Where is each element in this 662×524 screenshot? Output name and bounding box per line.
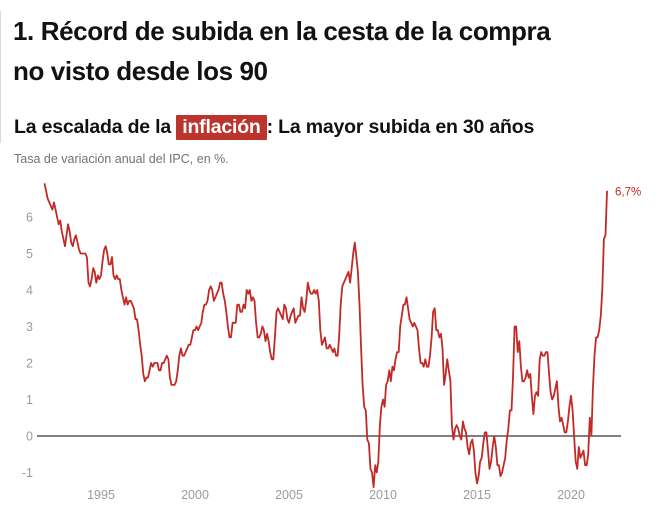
chart-title-suffix: : La mayor subida en 30 años [266,116,535,138]
y-tick-label: 5 [26,247,33,261]
x-tick-label: 2000 [181,488,209,502]
page-title-line-1: 1. Récord de subida en la cesta de la co… [13,16,551,46]
y-tick-label: 4 [26,284,33,298]
page-title-line-2: no visto desde los 90 [13,56,268,86]
x-tick-label: 2010 [369,488,397,502]
y-tick-label: 0 [26,430,33,444]
inflation-line-chart: -1 0 1 2 3 4 5 6 1995 2000 2005 2010 2015 2020 6,7% [22,183,641,502]
chart-title-highlight: inflación [176,115,267,140]
x-tick-label: 2015 [463,488,491,502]
chart-caption: Tasa de variación anual del IPC, en %. [14,152,229,166]
page-title: 1. Récord de subida en la cesta de la co… [13,11,646,91]
inflation-line [43,183,608,488]
y-tick-label: 6 [26,211,33,225]
y-tick-label: -1 [22,466,33,480]
chart-title-prefix: La escalada de la [14,116,177,138]
y-tick-label: 1 [26,393,33,407]
last-value-annotation: 6,7% [615,186,641,198]
x-tick-label: 2005 [275,488,303,502]
x-tick-label: 2020 [557,488,585,502]
x-tick-label: 1995 [87,488,115,502]
chart-title: La escalada de la inflación: La mayor su… [14,114,646,141]
y-tick-label: 3 [26,320,33,334]
page-edge-line [0,11,1,143]
y-tick-label: 2 [26,357,33,371]
